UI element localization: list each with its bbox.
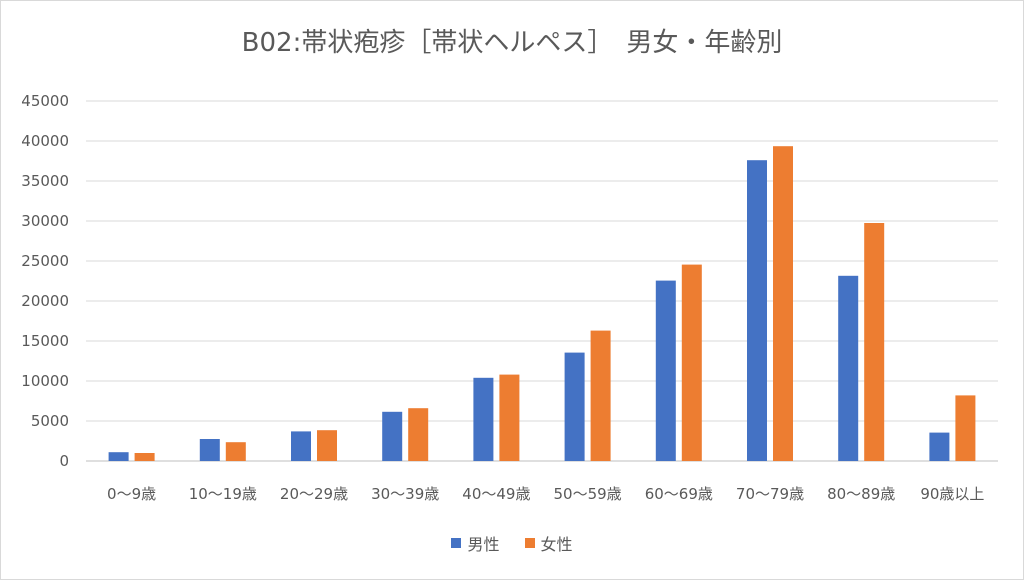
legend-label-male: 男性: [467, 535, 500, 554]
bar-female: [773, 146, 793, 461]
legend-item-male: 男性: [451, 531, 499, 555]
bar-female: [864, 223, 885, 461]
legend-swatch-male: [451, 538, 462, 548]
x-tick-label: 90歳以上: [920, 485, 984, 503]
y-tick-label: 35000: [21, 172, 69, 190]
bar-male: [564, 352, 585, 461]
x-tick-label: 10～19歳: [189, 485, 257, 503]
legend-swatch-female: [524, 538, 535, 548]
bar-female: [955, 395, 976, 461]
x-tick-label: 20～29歳: [280, 485, 348, 503]
x-tick-label: 60～69歳: [645, 485, 713, 503]
y-tick-label: 20000: [21, 292, 69, 310]
bar-female: [225, 442, 246, 461]
x-tick-label: 80～89歳: [827, 485, 895, 503]
x-tick-label: 0～9歳: [107, 485, 156, 503]
bar-male: [291, 431, 311, 461]
chart-title: B02:帯状疱疹［帯状ヘルペス］ 男女・年齢別: [241, 28, 783, 58]
x-tick-label: 40～49歳: [462, 485, 530, 503]
bar-female: [408, 408, 429, 461]
y-tick-label: 25000: [21, 252, 69, 270]
x-tick-label: 30～39歳: [371, 485, 439, 503]
y-tick-label: 5000: [31, 412, 69, 430]
legend: 男性 女性: [0, 531, 1024, 555]
bar-male: [108, 452, 129, 461]
bar-male: [199, 439, 220, 461]
bar-female: [499, 374, 520, 461]
bar-male: [838, 275, 859, 461]
y-tick-label: 45000: [21, 92, 69, 110]
bar-male: [655, 280, 676, 461]
bar-female: [590, 330, 611, 461]
legend-item-female: 女性: [524, 531, 573, 555]
bar-male: [382, 411, 403, 461]
bar-male: [473, 377, 494, 461]
bar-male: [929, 432, 950, 461]
y-tick-label: 0: [59, 452, 69, 470]
bar-female: [134, 453, 155, 461]
x-tick-label: 70～79歳: [736, 485, 804, 503]
bar-male: [747, 160, 767, 461]
bar-female: [681, 264, 702, 461]
bar-female: [317, 430, 337, 461]
y-tick-label: 10000: [21, 372, 69, 390]
x-tick-label: 50～59歳: [554, 485, 622, 503]
y-tick-label: 30000: [21, 212, 69, 230]
legend-label-female: 女性: [540, 535, 573, 554]
y-tick-label: 40000: [21, 132, 69, 150]
y-tick-label: 15000: [21, 332, 69, 350]
